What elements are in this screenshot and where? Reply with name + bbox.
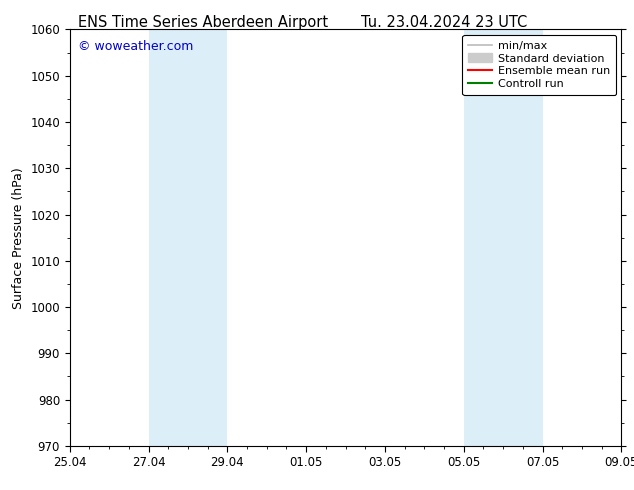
Bar	[463, 29, 543, 446]
Text: ENS Time Series Aberdeen Airport: ENS Time Series Aberdeen Airport	[78, 15, 328, 30]
Text: © woweather.com: © woweather.com	[78, 40, 193, 53]
Bar	[148, 29, 228, 446]
Title: ENS Time Series Aberdeen Airport    Tu. 23.04.2024 23 UTC: ENS Time Series Aberdeen Airport Tu. 23.…	[0, 489, 1, 490]
Legend: min/max, Standard deviation, Ensemble mean run, Controll run: min/max, Standard deviation, Ensemble me…	[462, 35, 616, 95]
Y-axis label: Surface Pressure (hPa): Surface Pressure (hPa)	[11, 167, 25, 309]
Text: Tu. 23.04.2024 23 UTC: Tu. 23.04.2024 23 UTC	[361, 15, 527, 30]
